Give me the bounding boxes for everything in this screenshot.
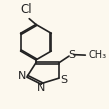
Text: N: N bbox=[18, 71, 26, 81]
Text: N: N bbox=[37, 83, 45, 93]
Text: CH₃: CH₃ bbox=[89, 50, 107, 60]
Text: S: S bbox=[61, 75, 68, 85]
Text: Cl: Cl bbox=[20, 3, 32, 16]
Text: S: S bbox=[68, 50, 75, 60]
